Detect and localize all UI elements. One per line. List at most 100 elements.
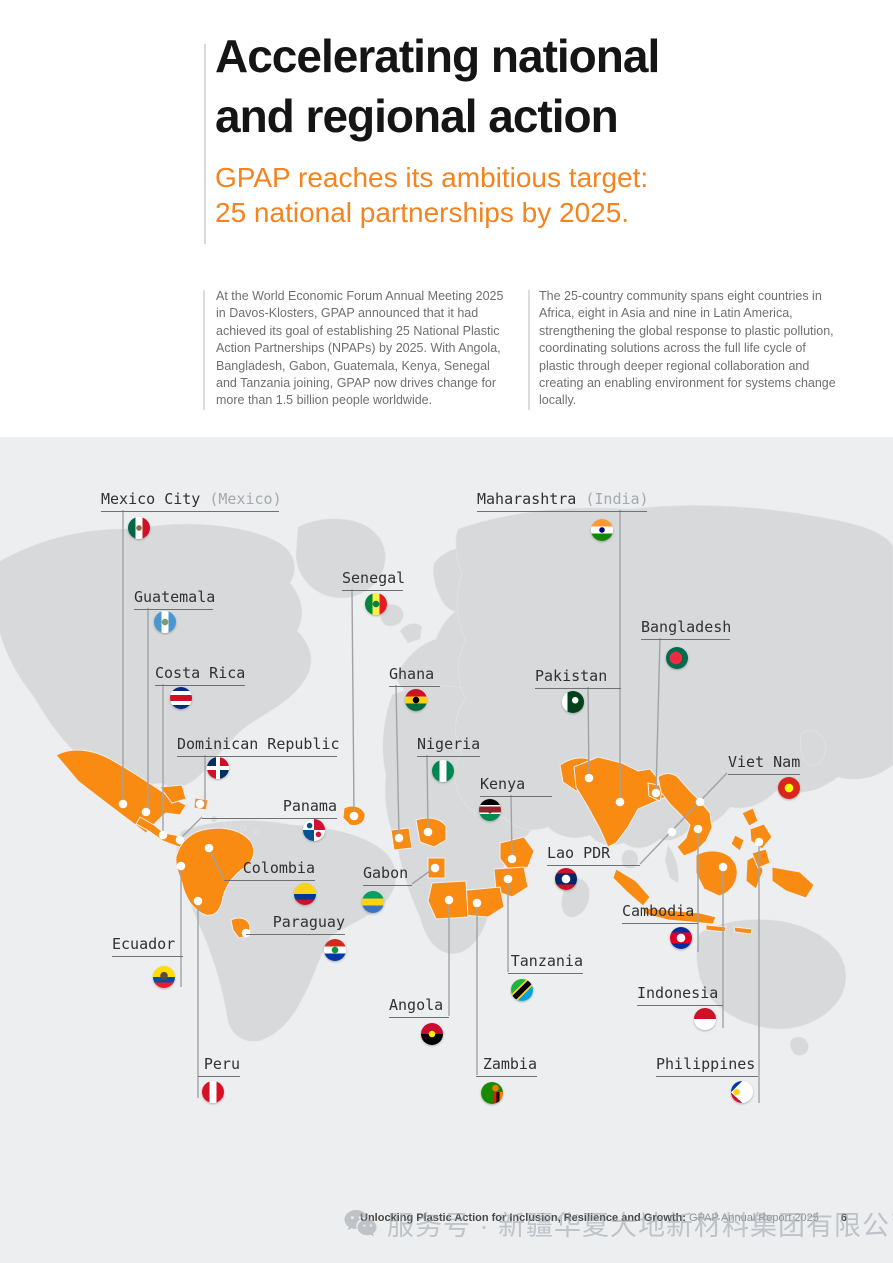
map-label-text: Ecuador	[112, 935, 176, 953]
pin-philippines	[754, 837, 764, 847]
map-label-costa-rica: Costa Rica	[155, 663, 245, 686]
map-label-lao-pdr: Lao PDR	[547, 843, 640, 866]
map-label-tanzania: Tanzania	[508, 951, 583, 974]
title-accent-rule	[204, 44, 206, 244]
pin-pakistan	[584, 773, 594, 783]
map-label-philippines: Philippines	[656, 1054, 758, 1077]
location-pins	[118, 773, 764, 938]
pin-angola	[444, 895, 454, 905]
flag-senegal-icon	[365, 593, 387, 615]
pin-ecuador	[176, 861, 186, 871]
map-label-indonesia: Indonesia	[637, 983, 723, 1006]
pin-viet-nam	[695, 797, 705, 807]
pin-zambia	[472, 898, 482, 908]
flag-ecuador-icon	[153, 966, 175, 988]
connector-gabon	[411, 867, 435, 885]
map-label-text: Gabon	[363, 864, 409, 882]
flag-colombia-icon	[294, 883, 316, 905]
map-label-text: Senegal	[342, 569, 406, 587]
map-label-text: Costa Rica	[155, 664, 246, 682]
map-label-text: Angola	[389, 996, 444, 1014]
map-label-text: Nigeria	[417, 735, 481, 753]
map-label-text: Paraguay	[272, 913, 345, 931]
flag-mexico-icon	[128, 517, 150, 539]
page-title: Accelerating national and regional action	[215, 26, 660, 146]
intro-paragraph-right: The 25-country community spans eight cou…	[539, 289, 836, 408]
map-label-text: Philippines	[656, 1055, 756, 1073]
map-label-text: Tanzania	[510, 952, 583, 970]
map-label-text: Peru	[203, 1055, 240, 1073]
page-subtitle: GPAP reaches its ambitious target: 25 nat…	[215, 160, 648, 230]
map-label-text: Guatemala	[134, 588, 216, 606]
pin-tanzania	[503, 874, 513, 884]
flag-indonesia-icon	[694, 1008, 716, 1030]
map-label-ecuador: Ecuador	[112, 934, 183, 957]
pin-kenya	[507, 854, 517, 864]
map-label-ghana: Ghana	[389, 664, 440, 687]
map-label-suffix: (India)	[576, 490, 649, 508]
pin-gabon	[430, 863, 440, 873]
page-footer: Unlocking Plastic Action for Inclusion, …	[360, 1212, 847, 1224]
map-label-pakistan: Pakistan	[535, 666, 621, 689]
connector-lao-pdr	[639, 772, 728, 865]
flag-nigeria-icon	[432, 760, 454, 782]
title-line-1: Accelerating national	[215, 30, 660, 82]
flag-zambia-icon	[481, 1082, 503, 1104]
map-label-colombia: Colombia	[224, 858, 315, 881]
flag-cambodia-icon	[670, 927, 692, 949]
flag-india-icon	[591, 519, 613, 541]
map-label-senegal: Senegal	[342, 568, 406, 591]
map-label-zambia: Zambia	[476, 1054, 537, 1077]
flag-panama-icon	[303, 819, 325, 841]
map-label-text: Mexico City	[101, 490, 201, 508]
flag-gabon-icon	[362, 891, 384, 913]
map-label-text: Ghana	[389, 665, 435, 683]
connector-nigeria	[426, 754, 429, 833]
map-label-text: Pakistan	[535, 667, 608, 685]
pin-nigeria	[423, 827, 433, 837]
map-label-maharashtra: Maharashtra (India)	[477, 489, 649, 512]
map-label-text: Kenya	[480, 775, 526, 793]
flag-vietnam-icon	[778, 777, 800, 799]
flag-costa-rica-icon	[170, 687, 192, 709]
map-label-viet-nam: Viet Nam	[728, 752, 800, 775]
pin-indonesia	[718, 862, 728, 872]
map-label-suffix: (Mexico)	[200, 490, 282, 508]
map-label-text: Maharashtra	[477, 490, 577, 508]
connector-ghana	[395, 684, 400, 838]
pin-senegal	[349, 811, 359, 821]
pin-costa-rica	[158, 830, 168, 840]
flag-tanzania-icon	[511, 979, 533, 1001]
flag-philippines-icon	[731, 1081, 753, 1103]
connector-lines	[122, 510, 760, 1103]
flag-ghana-icon	[405, 689, 427, 711]
map-label-panama: Panama	[202, 796, 337, 819]
pin-ghana	[394, 833, 404, 843]
flag-lao-icon	[555, 868, 577, 890]
footer-report-title: Unlocking Plastic Action for Inclusion, …	[360, 1212, 686, 1224]
pin-colombia	[204, 843, 214, 853]
map-label-cambodia: Cambodia	[622, 901, 698, 924]
connector-bangladesh	[655, 637, 661, 794]
map-label-text: Viet Nam	[728, 753, 801, 771]
pin-cambodia	[693, 824, 703, 834]
page-number: 6	[840, 1212, 848, 1224]
connector-panama	[179, 816, 203, 840]
map-label-text: Indonesia	[637, 984, 719, 1002]
map-label-text: Colombia	[242, 859, 315, 877]
pin-guatemala	[141, 807, 151, 817]
flag-pakistan-icon	[562, 691, 584, 713]
flag-dominican-republic-icon	[207, 757, 229, 779]
map-label-bangladesh: Bangladesh	[641, 617, 731, 640]
map-label-nigeria: Nigeria	[417, 734, 480, 757]
intro-rule-right	[528, 290, 530, 410]
world-map	[0, 505, 893, 1103]
footer-report-name: GPAP Annual Report 2025	[689, 1212, 819, 1224]
connector-senegal	[351, 588, 355, 816]
map-label-kenya: Kenya	[480, 774, 552, 797]
map-label-text: Lao PDR	[547, 844, 611, 862]
flag-kenya-icon	[479, 799, 501, 821]
flag-peru-icon	[202, 1081, 224, 1103]
map-label-text: Panama	[282, 797, 337, 815]
